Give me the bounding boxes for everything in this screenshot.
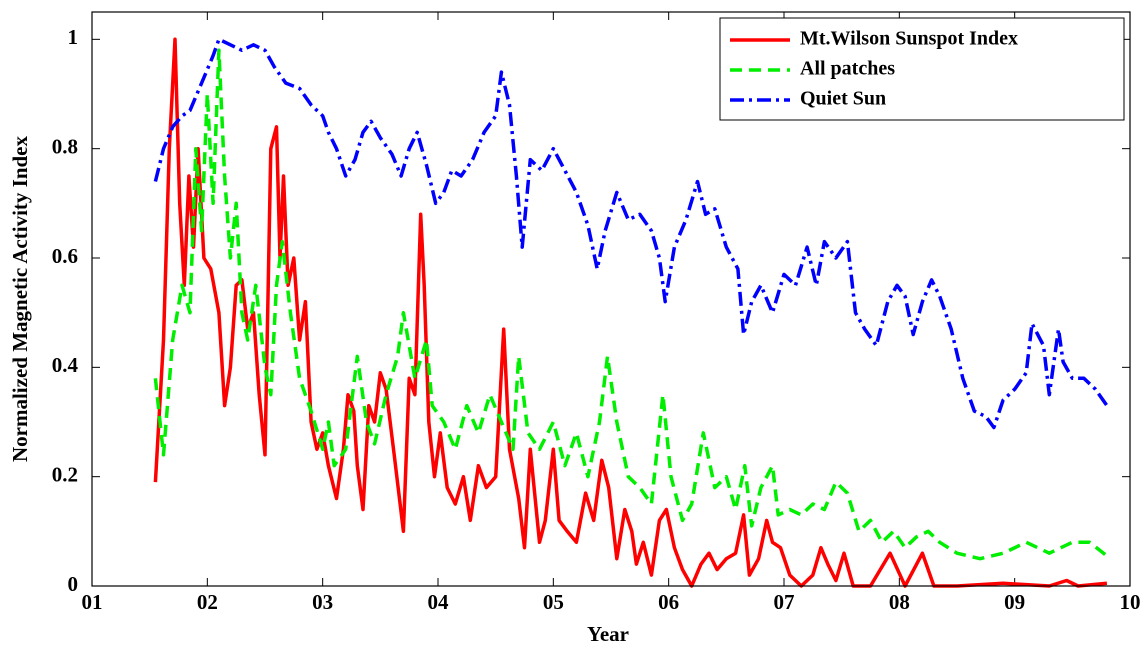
series-line [153, 37, 1108, 588]
y-tick-label: 0.2 [52, 462, 78, 486]
legend-label: Mt.Wilson Sunspot Index [800, 28, 1018, 50]
plot-frame [91, 11, 1131, 587]
x-tick-label: 01 [82, 590, 103, 614]
x-tick-label: 10 [1120, 590, 1141, 614]
legend-label: All patches [800, 58, 895, 80]
x-tick-label: 09 [1004, 590, 1025, 614]
x-tick-label: 08 [889, 590, 910, 614]
y-tick-label: 1 [68, 25, 79, 49]
x-tick-label: 03 [312, 590, 333, 614]
y-tick-label: 0 [68, 572, 79, 596]
y-tick-label: 0.4 [52, 353, 79, 377]
x-tick-label: 02 [197, 590, 218, 614]
y-tick-label: 0.6 [52, 244, 78, 268]
legend: Mt.Wilson Sunspot Index All patches Quiet … [719, 17, 1125, 121]
x-axis-label: Year [587, 622, 629, 646]
x-tick-label: 06 [658, 590, 679, 614]
series-line [153, 37, 1109, 430]
y-tick-label: 0.8 [52, 134, 78, 158]
y-axis-label: Normalized Magnetic Activity Index [8, 135, 32, 462]
x-tick-label: 07 [774, 590, 795, 614]
series-line [153, 48, 1108, 561]
x-tick-label: 04 [428, 590, 450, 614]
legend-label: Quiet Sun [800, 88, 886, 110]
x-tick-label: 05 [543, 590, 564, 614]
